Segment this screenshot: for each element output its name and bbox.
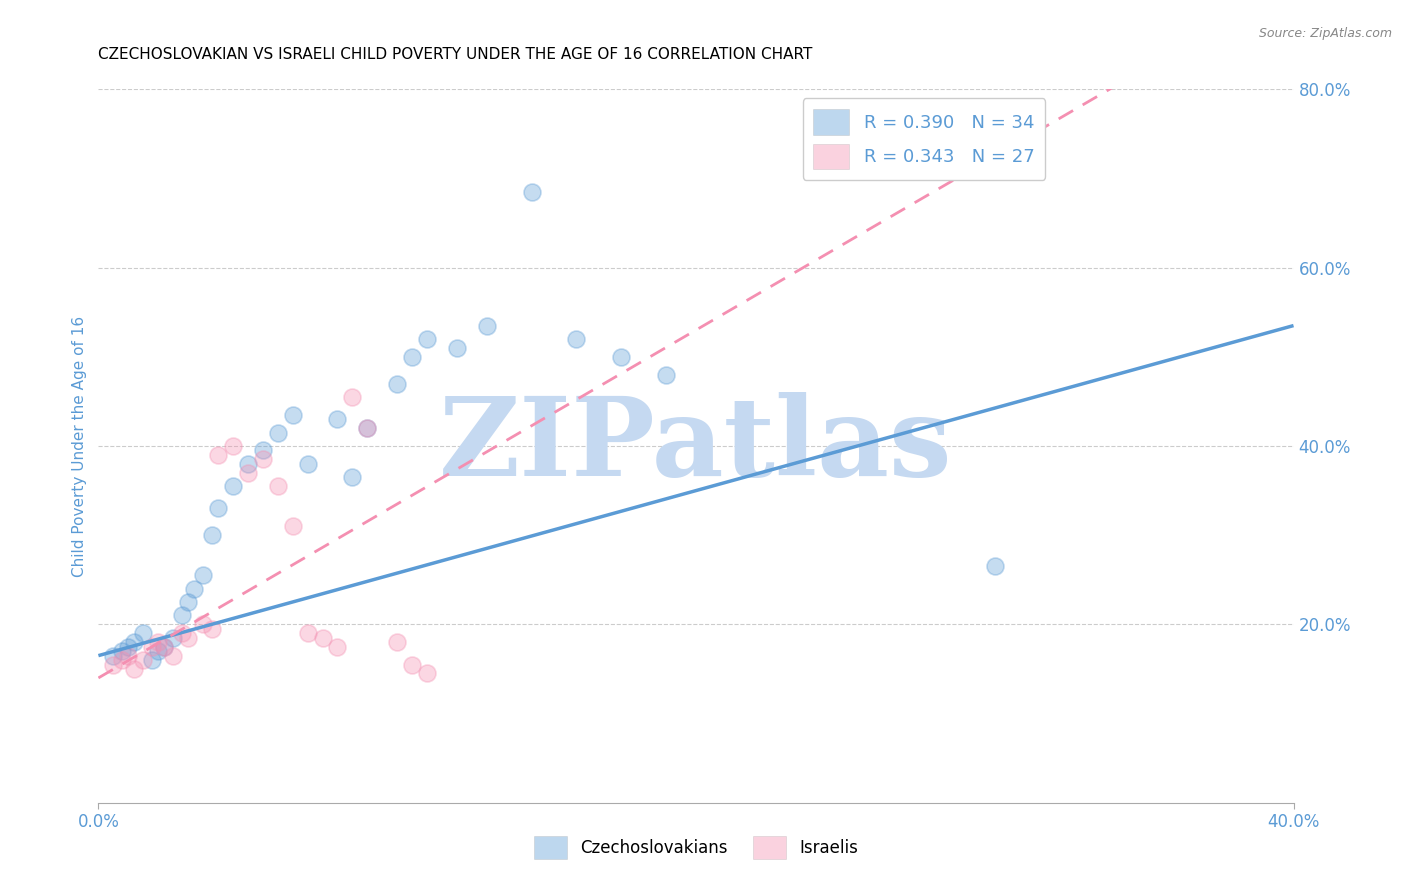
Point [326,412,349,426]
Point [103,648,125,663]
Point [162,648,184,663]
Point [297,626,319,640]
Point [162,631,184,645]
Point [401,657,423,672]
Point [356,421,378,435]
Point [141,640,163,654]
Point [281,408,304,422]
Point [132,626,155,640]
Point [191,617,214,632]
Point [124,635,146,649]
Point [446,341,468,355]
Point [201,622,224,636]
Point [183,582,205,596]
Point [177,595,200,609]
Point [297,457,319,471]
Point [385,635,409,649]
Point [177,631,200,645]
Point [117,648,139,663]
Point [342,470,364,484]
Point [520,185,543,199]
Point [172,608,194,623]
Point [236,457,259,471]
Point [416,666,439,681]
Point [117,640,139,654]
Point [201,528,224,542]
Point [252,443,274,458]
Point [342,390,364,404]
Point [475,318,498,333]
Point [153,640,176,654]
Point [236,466,259,480]
Point [148,635,170,649]
Point [153,640,176,654]
Point [565,332,588,346]
Point [655,368,678,382]
Point [141,653,163,667]
Point [252,452,274,467]
Point [311,631,333,645]
Point [172,626,194,640]
Point [610,350,633,364]
Point [416,332,439,346]
Point [207,448,229,462]
Point [401,350,423,364]
Y-axis label: Child Poverty Under the Age of 16: Child Poverty Under the Age of 16 [72,316,87,576]
Point [207,501,229,516]
Legend: Czechoslovakians, Israelis: Czechoslovakians, Israelis [527,829,865,866]
Point [356,421,378,435]
Point [326,640,349,654]
Point [124,662,146,676]
Point [267,479,290,493]
Text: ZIPatlas: ZIPatlas [439,392,953,500]
Point [222,439,245,453]
Point [103,657,125,672]
Point [191,568,214,582]
Point [148,644,170,658]
Point [222,479,245,493]
Point [281,519,304,533]
Point [385,376,409,391]
Point [267,425,290,440]
Point [984,559,1007,574]
Point [111,644,134,658]
Point [132,653,155,667]
Text: CZECHOSLOVAKIAN VS ISRAELI CHILD POVERTY UNDER THE AGE OF 16 CORRELATION CHART: CZECHOSLOVAKIAN VS ISRAELI CHILD POVERTY… [98,47,813,62]
Text: Source: ZipAtlas.com: Source: ZipAtlas.com [1258,27,1392,40]
Point [111,653,134,667]
